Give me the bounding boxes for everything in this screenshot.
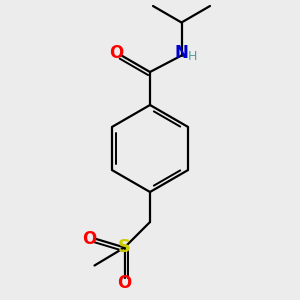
Text: N: N — [175, 44, 188, 62]
Text: H: H — [188, 50, 198, 64]
Text: O: O — [109, 44, 123, 62]
Text: O: O — [82, 230, 96, 247]
Text: S: S — [118, 238, 131, 256]
Text: O: O — [117, 274, 132, 292]
